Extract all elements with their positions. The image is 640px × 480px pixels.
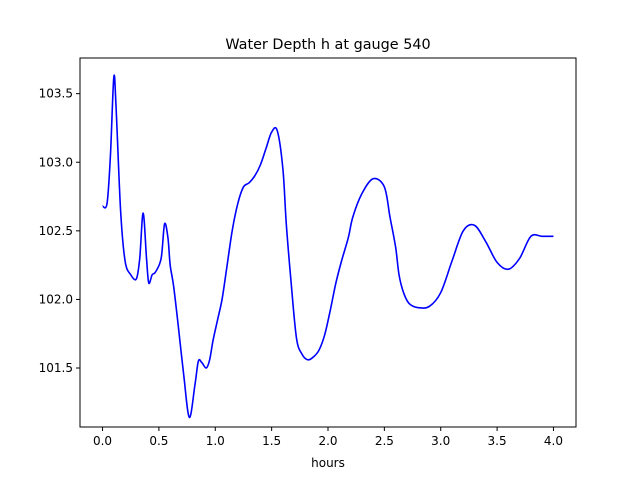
x-axis-ticks: 0.0 0.5 1.0 1.5 2.0 2.5 3.0 3.5 4.0 [93, 427, 563, 448]
x-tick-label: 0.5 [149, 434, 168, 448]
plot-area [80, 58, 576, 427]
chart-title: Water Depth h at gauge 540 [225, 37, 430, 53]
y-tick-label: 102.0 [39, 292, 73, 306]
series-line-0 [101, 74, 554, 419]
x-tick-label: 4.0 [544, 434, 563, 448]
y-tick-label: 102.5 [39, 224, 73, 238]
y-axis-ticks: 101.5 102.0 102.5 103.0 103.5 [39, 87, 80, 375]
x-tick-label: 2.5 [375, 434, 394, 448]
x-axis-label: hours [311, 456, 345, 470]
x-tick-label: 2.0 [318, 434, 337, 448]
x-tick-label: 0.0 [93, 434, 112, 448]
x-tick-label: 3.0 [431, 434, 450, 448]
x-tick-label: 3.5 [488, 434, 507, 448]
series-layer [101, 74, 554, 419]
x-tick-label: 1.0 [206, 434, 225, 448]
y-tick-label: 103.5 [39, 87, 73, 101]
y-tick-label: 103.0 [39, 155, 73, 169]
x-tick-label: 1.5 [262, 434, 281, 448]
y-tick-label: 101.5 [39, 361, 73, 375]
